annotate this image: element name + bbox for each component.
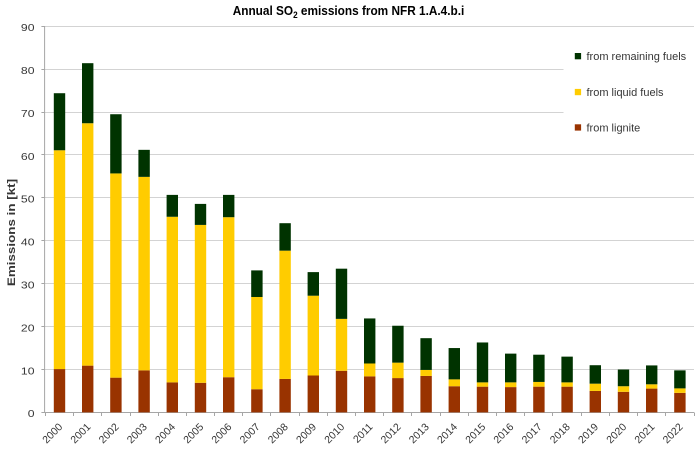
svg-text:90: 90 <box>21 23 35 34</box>
svg-text:50: 50 <box>21 195 35 206</box>
svg-text:10: 10 <box>21 366 35 377</box>
svg-text:from remaining fuels: from remaining fuels <box>587 51 687 63</box>
svg-text:60: 60 <box>21 152 35 163</box>
svg-text:from liquid fuels: from liquid fuels <box>587 87 665 99</box>
svg-text:0: 0 <box>28 409 35 420</box>
svg-text:70: 70 <box>21 109 35 120</box>
svg-text:30: 30 <box>21 280 35 291</box>
svg-text:20: 20 <box>21 323 35 334</box>
svg-text:from lignite: from lignite <box>587 122 641 134</box>
svg-text:Emissions in [kt]: Emissions in [kt] <box>5 179 18 286</box>
svg-text:80: 80 <box>21 66 35 77</box>
svg-text:40: 40 <box>21 238 35 249</box>
svg-text:Annual SO2 emissions from NFR: Annual SO2 emissions from NFR 1.A.4.b.i <box>233 3 465 20</box>
